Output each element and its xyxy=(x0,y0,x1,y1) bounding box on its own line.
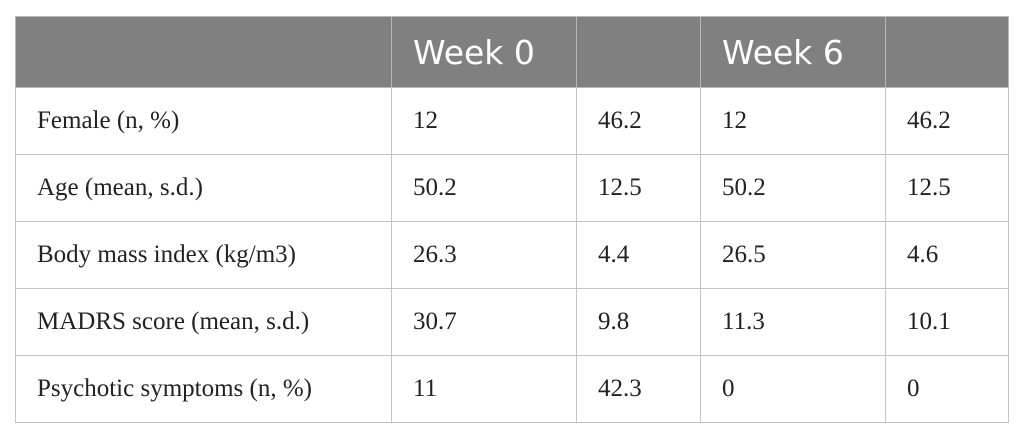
table-cell: 46.2 xyxy=(885,87,1009,155)
table-cell: 50.2 xyxy=(700,154,886,222)
table-cell: 11 xyxy=(391,355,577,423)
table-row: Female (n, %) 12 46.2 12 46.2 xyxy=(15,87,1009,155)
table-cell: 0 xyxy=(885,355,1009,423)
table-cell: 42.3 xyxy=(576,355,701,423)
table-cell: 26.5 xyxy=(700,221,886,289)
table-row: Psychotic symptoms (n, %) 11 42.3 0 0 xyxy=(15,355,1009,423)
row-label: Age (mean, s.d.) xyxy=(15,154,392,222)
header-cell-label xyxy=(15,16,392,88)
header-cell-week-0-sub xyxy=(576,16,701,88)
table-cell: 26.3 xyxy=(391,221,577,289)
table-cell: 0 xyxy=(700,355,886,423)
table-cell: 10.1 xyxy=(885,288,1009,356)
row-label: Psychotic symptoms (n, %) xyxy=(15,355,392,423)
table-cell: 12 xyxy=(700,87,886,155)
table-row: Age (mean, s.d.) 50.2 12.5 50.2 12.5 xyxy=(15,154,1009,222)
table-cell: 12 xyxy=(391,87,577,155)
table-row: Body mass index (kg/m3) 26.3 4.4 26.5 4.… xyxy=(15,221,1009,289)
header-cell-week-6: Week 6 xyxy=(700,16,886,88)
table-cell: 4.4 xyxy=(576,221,701,289)
row-label: Female (n, %) xyxy=(15,87,392,155)
table-cell: 50.2 xyxy=(391,154,577,222)
header-cell-week-6-sub xyxy=(885,16,1009,88)
table-cell: 12.5 xyxy=(885,154,1009,222)
table-cell: 12.5 xyxy=(576,154,701,222)
table-cell: 4.6 xyxy=(885,221,1009,289)
table-cell: 11.3 xyxy=(700,288,886,356)
header-cell-week-0: Week 0 xyxy=(391,16,577,88)
data-table: Week 0 Week 6 Female (n, %) 12 46.2 12 4… xyxy=(15,16,1009,423)
table-cell: 30.7 xyxy=(391,288,577,356)
header-row: Week 0 Week 6 xyxy=(15,16,1009,88)
table-row: MADRS score (mean, s.d.) 30.7 9.8 11.3 1… xyxy=(15,288,1009,356)
row-label: MADRS score (mean, s.d.) xyxy=(15,288,392,356)
table-cell: 46.2 xyxy=(576,87,701,155)
row-label: Body mass index (kg/m3) xyxy=(15,221,392,289)
table-cell: 9.8 xyxy=(576,288,701,356)
